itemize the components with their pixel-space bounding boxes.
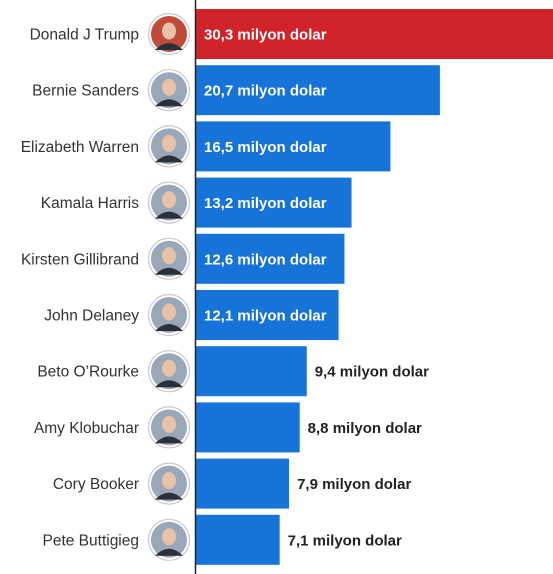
category-label: Cory Booker: [53, 476, 139, 493]
avatar-icon: [147, 181, 191, 224]
category-label: John Delaney: [44, 308, 139, 325]
avatar-icon: [147, 518, 191, 561]
chart-row: Pete Buttigieg 7,1 milyon dolar: [42, 514, 402, 565]
value-label: 7,1 milyon dolar: [288, 532, 402, 549]
value-label: 9,4 milyon dolar: [315, 364, 429, 381]
bar: [196, 402, 300, 453]
avatar-icon: [147, 462, 191, 505]
chart-row: Kamala Harris 13,2 milyon dolar: [41, 177, 352, 228]
category-label: Pete Buttigieg: [42, 532, 139, 549]
bar: [196, 290, 339, 340]
bar-highlight: [196, 9, 553, 59]
bar: [196, 233, 345, 284]
chart-row: John Delaney 12,1 milyon dolar: [44, 290, 339, 340]
chart-row: Amy Klobuchar 8,8 milyon dolar: [34, 402, 422, 453]
category-label: Donald J Trump: [30, 27, 139, 44]
bar: [196, 65, 440, 116]
value-label: 20,7 milyon dolar: [204, 83, 327, 100]
category-label: Kamala Harris: [41, 195, 139, 212]
chart-row: Kirsten Gillibrand 12,6 milyon dolar: [21, 233, 345, 284]
value-label: 7,9 milyon dolar: [297, 476, 411, 493]
value-label: 30,3 milyon dolar: [204, 27, 327, 44]
category-label: Kirsten Gillibrand: [21, 251, 139, 268]
chart-row: Donald J Trump 30,3 milyon dolar: [30, 9, 553, 59]
avatar-icon: [147, 69, 191, 112]
avatar-icon: [147, 237, 191, 280]
bar: [196, 177, 352, 228]
chart-row: Bernie Sanders 20,7 milyon dolar: [32, 65, 440, 116]
value-label: 16,5 milyon dolar: [204, 139, 327, 156]
chart-row: Cory Booker 7,9 milyon dolar: [53, 458, 411, 509]
value-label: 8,8 milyon dolar: [308, 420, 422, 437]
bar: [196, 121, 391, 172]
avatar-icon: [147, 12, 191, 56]
category-label: Amy Klobuchar: [34, 420, 139, 437]
chart-row: Elizabeth Warren 16,5 milyon dolar: [21, 121, 391, 172]
category-label: Beto O’Rourke: [37, 364, 139, 381]
bar: [196, 514, 280, 565]
value-label: 12,6 milyon dolar: [204, 251, 327, 268]
avatar-icon: [147, 125, 191, 168]
category-label: Elizabeth Warren: [21, 139, 139, 156]
value-label: 12,1 milyon dolar: [204, 308, 327, 325]
avatar-icon: [147, 406, 191, 449]
chart-rows: Donald J Trump 30,3 milyon dolar Bernie Sa…: [21, 9, 553, 565]
category-label: Bernie Sanders: [32, 83, 139, 100]
chart-row: Beto O’Rourke 9,4 milyon dolar: [37, 346, 429, 397]
avatar-icon: [147, 293, 191, 337]
bar: [196, 458, 290, 509]
value-label: 13,2 milyon dolar: [204, 195, 327, 212]
bar: [196, 346, 307, 397]
avatar-icon: [147, 350, 191, 393]
